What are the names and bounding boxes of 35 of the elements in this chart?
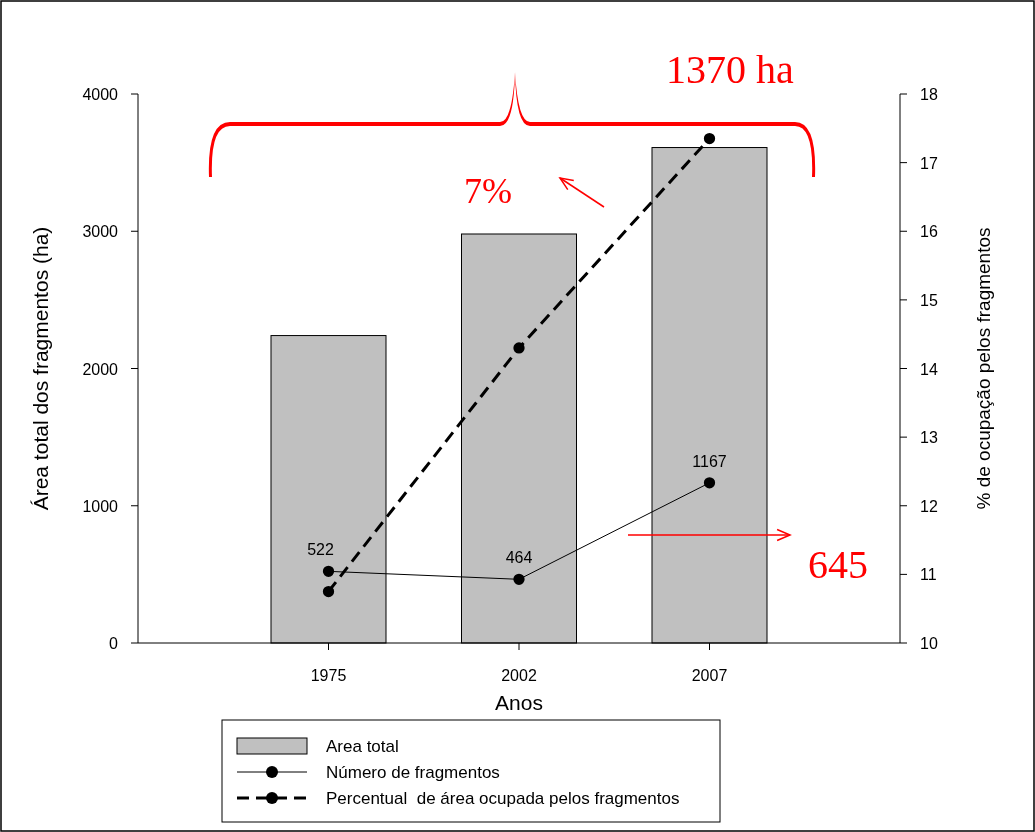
y2-tick-label: 10 bbox=[920, 635, 938, 652]
point bbox=[322, 565, 335, 577]
data-label: 522 bbox=[307, 541, 334, 559]
x-axis-title: Anos bbox=[495, 691, 543, 714]
x-tick-label: 2002 bbox=[501, 667, 537, 684]
point bbox=[513, 342, 525, 354]
y2-tick-label: 15 bbox=[920, 291, 938, 309]
annotation: 645 bbox=[808, 542, 868, 587]
x-tick-label: 2007 bbox=[691, 667, 728, 684]
text: 1370 ha bbox=[666, 47, 795, 92]
legend-label: Percentual de área ocupada pelos fragmentos bbox=[326, 789, 680, 808]
y2-tick-label: 14 bbox=[920, 360, 938, 378]
y2-axis-title: % de ocupação pelos fragmentos bbox=[973, 227, 994, 510]
y2-tick-label: 16 bbox=[920, 223, 938, 241]
point bbox=[322, 585, 335, 598]
annotation: 7% bbox=[464, 171, 512, 211]
data-label: 1167 bbox=[692, 452, 727, 470]
point bbox=[703, 132, 716, 145]
y2-tick-label: 17 bbox=[920, 154, 938, 172]
y2-tick-label: 11 bbox=[920, 566, 937, 584]
y-tick-label: 1000 bbox=[82, 497, 119, 515]
y-tick-label: 0 bbox=[109, 635, 119, 652]
y2-tick-label: 18 bbox=[920, 86, 938, 103]
data-label: 464 bbox=[505, 549, 533, 567]
y2-tick-label: 13 bbox=[920, 429, 938, 447]
point bbox=[703, 477, 716, 489]
legend-label: Area total bbox=[326, 737, 399, 756]
x-tick-label: 1975 bbox=[310, 667, 347, 684]
y-tick-label: 2000 bbox=[82, 360, 119, 378]
y-tick-label: 4000 bbox=[82, 86, 119, 103]
legend-label: Número de fragmentos bbox=[326, 763, 500, 782]
y-axis-title: Área total dos fragmentos (ha) bbox=[29, 226, 52, 511]
y2-tick-label: 12 bbox=[920, 497, 938, 515]
point bbox=[513, 573, 525, 585]
y-tick-label: 3000 bbox=[82, 223, 119, 241]
